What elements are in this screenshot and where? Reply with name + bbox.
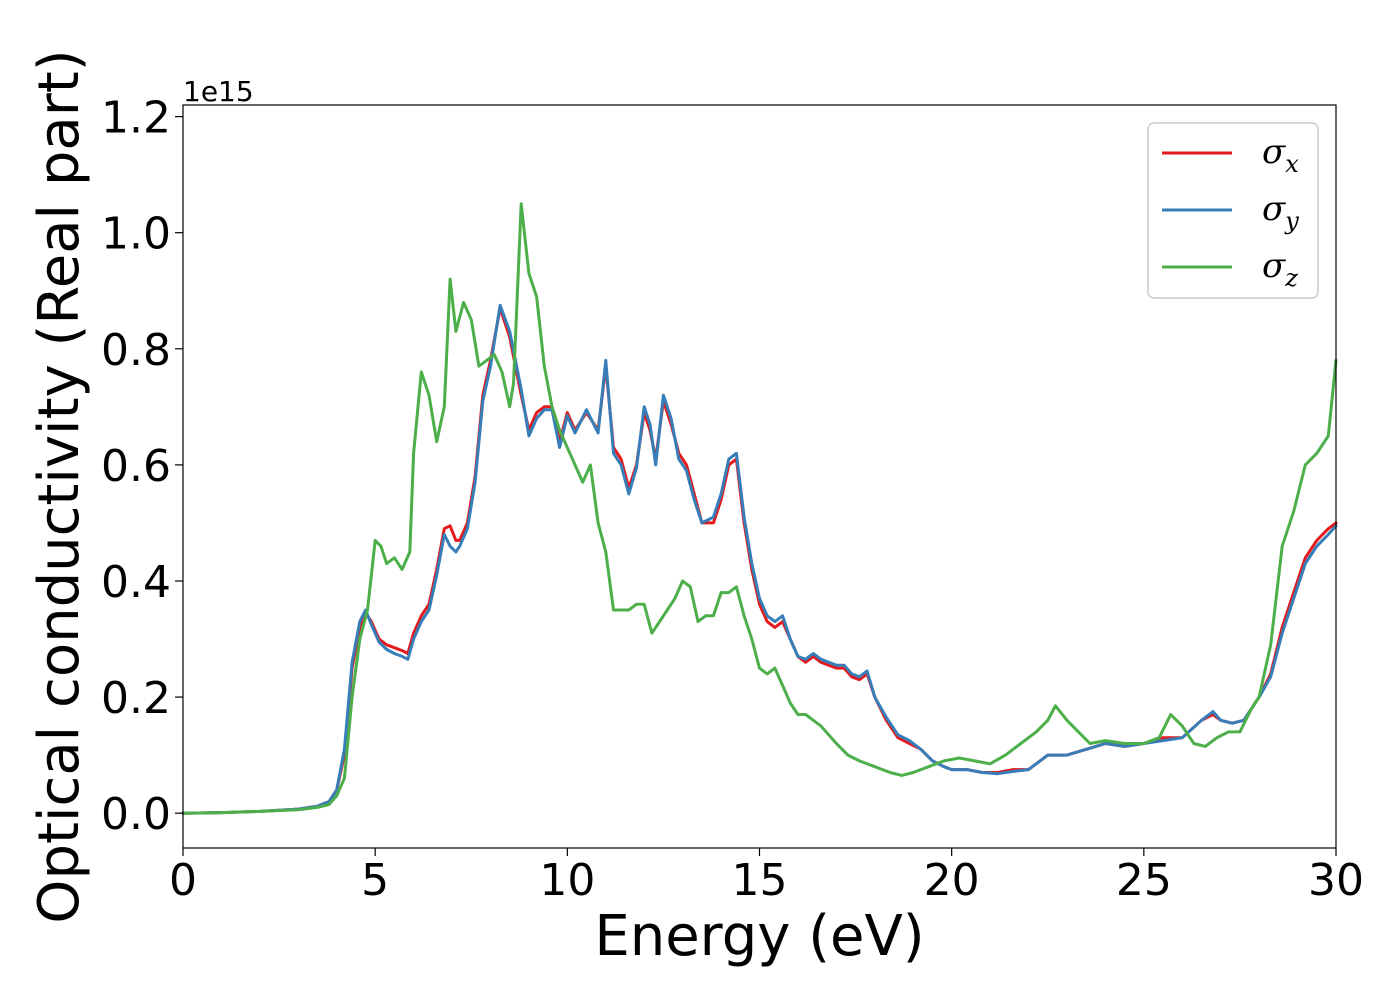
x-tick-label: 25 — [1116, 855, 1172, 906]
y-tick-label: 0.2 — [101, 673, 171, 724]
series-layer — [181, 202, 1338, 815]
y-axis-title: Optical conductivity (Real part) — [27, 49, 92, 923]
legend-label-x: σx — [1262, 132, 1299, 178]
x-tick-label: 0 — [169, 855, 197, 906]
legend-label-y: σy — [1262, 189, 1299, 235]
y-tick-label: 1.2 — [101, 93, 171, 144]
y-tick-label: 1.0 — [101, 209, 171, 260]
x-axis: 0 5 10 15 20 25 30 — [169, 848, 1364, 906]
x-tick-label: 10 — [539, 855, 595, 906]
x-tick-label: 15 — [732, 855, 788, 906]
legend: σx σy σz — [1147, 122, 1319, 299]
series-line-z — [181, 202, 1338, 815]
x-axis-title: Energy (eV) — [594, 904, 924, 969]
legend-box — [1147, 122, 1319, 299]
y-tick-label: 0.0 — [101, 789, 171, 840]
y-offset-label: 1e15 — [183, 75, 254, 108]
x-tick-label: 5 — [361, 855, 389, 906]
legend-label-z: σz — [1262, 246, 1298, 292]
y-axis: 0.0 0.2 0.4 0.6 0.8 1.0 1.2 — [101, 93, 183, 840]
y-tick-label: 0.6 — [101, 441, 171, 492]
series-line-y — [181, 303, 1338, 815]
y-tick-label: 0.4 — [101, 557, 171, 608]
y-tick-label: 0.8 — [101, 325, 171, 376]
x-tick-label: 30 — [1308, 855, 1364, 906]
x-tick-label: 20 — [924, 855, 980, 906]
